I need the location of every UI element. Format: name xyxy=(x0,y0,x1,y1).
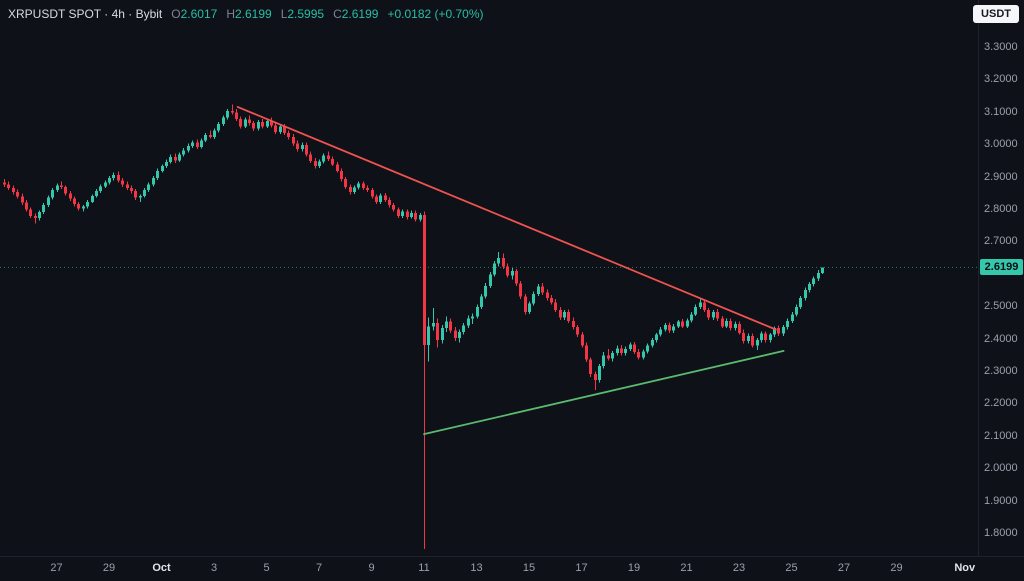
candlestick-chart[interactable] xyxy=(0,0,978,556)
time-tick-label: 19 xyxy=(627,562,641,574)
symbol-title[interactable]: XRPUSDT SPOT · 4h · Bybit xyxy=(8,7,163,21)
price-tick-label: 2.3000 xyxy=(984,364,1018,377)
price-tick-label: 2.4000 xyxy=(984,332,1018,345)
low-label: L xyxy=(280,7,288,21)
time-tick-label: 9 xyxy=(368,562,375,574)
open-label: O xyxy=(171,7,181,21)
open-value: 2.6017 xyxy=(180,7,218,21)
time-tick-label: 25 xyxy=(785,562,798,574)
time-tick-label: 7 xyxy=(315,562,323,574)
high-label: H xyxy=(226,7,235,21)
price-tick-label: 3.1000 xyxy=(984,105,1018,118)
time-tick-label: 17 xyxy=(575,562,588,574)
time-tick-label: Nov xyxy=(954,562,976,574)
time-tick-label: Oct xyxy=(152,562,171,574)
price-tick-label: 3.2000 xyxy=(984,73,1018,86)
time-tick-label: 13 xyxy=(470,562,483,574)
time-tick-label: 27 xyxy=(837,562,851,574)
time-axis[interactable]: 27 29 Oct 3 5 7 9 11 13 15 17 19 21 23 25 27 29 Nov xyxy=(0,556,1024,581)
price-tick-label: 1.9000 xyxy=(984,494,1018,507)
time-tick-label: 21 xyxy=(680,562,693,574)
price-tick-label: 2.1000 xyxy=(984,429,1018,442)
time-tick-label: 23 xyxy=(732,562,746,574)
time-tick-label: 11 xyxy=(418,562,430,574)
time-tick-label: 29 xyxy=(102,562,116,574)
currency-toggle-button[interactable]: USDT xyxy=(973,5,1019,23)
descending-trendline[interactable] xyxy=(236,106,777,331)
time-tick-label: 27 xyxy=(50,562,63,574)
price-tick-label: 2.2000 xyxy=(984,397,1018,410)
price-tick-label: 2.9000 xyxy=(984,170,1018,183)
time-tick-label: 5 xyxy=(263,562,270,574)
time-tick-label: 15 xyxy=(522,562,536,574)
chart-pane[interactable]: XRPUSDT SPOT · 4h · Bybit O 2.6017 H 2.619… xyxy=(0,0,978,556)
candlestick-series xyxy=(3,104,824,550)
price-tick-label: 2.8000 xyxy=(984,202,1018,215)
price-tick-label: 3.3000 xyxy=(984,40,1018,53)
price-tick-label: 2.5000 xyxy=(984,300,1018,313)
close-value: 2.6199 xyxy=(341,7,379,21)
close-label: C xyxy=(333,7,342,21)
time-tick-label: 29 xyxy=(890,562,903,574)
price-axis[interactable]: 3.3000 3.2000 3.1000 3.0000 2.9000 2.8000 2.70… xyxy=(978,0,1024,556)
price-tick-label: 3.0000 xyxy=(984,138,1018,151)
high-value: 2.6199 xyxy=(234,7,272,21)
ascending-trendline[interactable] xyxy=(423,350,785,436)
price-tick-label: 2.7000 xyxy=(984,235,1018,248)
last-price-label: 2.6199 xyxy=(980,259,1023,276)
price-tick-label: 1.8000 xyxy=(984,526,1018,539)
low-value: 2.5995 xyxy=(287,7,325,21)
chart-legend: XRPUSDT SPOT · 4h · Bybit O 2.6017 H 2.619… xyxy=(8,7,484,21)
change-value: +0.0182 (+0.70%) xyxy=(387,7,484,21)
price-tick-label: 2.0000 xyxy=(984,462,1018,475)
time-tick-label: 3 xyxy=(210,562,218,574)
